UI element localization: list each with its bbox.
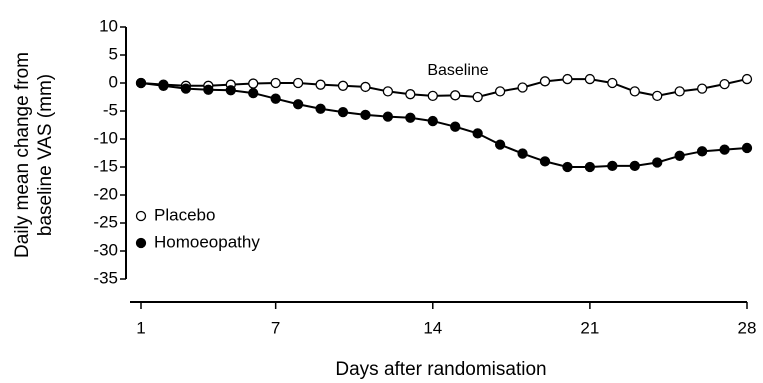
data-point <box>225 85 236 96</box>
data-point <box>292 77 304 89</box>
y-tick-label: -15 <box>93 156 118 175</box>
data-point <box>472 128 483 139</box>
data-point <box>674 150 685 161</box>
data-point <box>292 99 304 110</box>
data-point <box>607 77 618 89</box>
data-point <box>450 90 461 101</box>
data-point <box>203 84 214 95</box>
data-point <box>562 73 573 85</box>
data-point <box>607 160 618 172</box>
y-axis-title: baseline VAS (mm) <box>35 74 56 236</box>
y-tick-label: 5 <box>109 44 118 63</box>
annotation: Baseline <box>427 62 488 79</box>
x-tick-label: 21 <box>580 318 599 337</box>
data-point <box>360 109 371 121</box>
data-point <box>450 121 461 132</box>
data-point <box>382 86 394 97</box>
data-point <box>652 90 663 102</box>
legend-marker <box>135 237 147 249</box>
y-tick-label: -5 <box>103 100 118 119</box>
series-line <box>140 82 748 168</box>
y-tick-label: -35 <box>93 268 118 287</box>
y-tick-label: 0 <box>109 72 118 91</box>
data-point <box>652 157 663 168</box>
legend-label: Placebo <box>154 205 215 224</box>
data-point <box>427 90 438 102</box>
data-point <box>360 81 371 93</box>
data-point <box>584 73 596 85</box>
data-point <box>584 161 596 173</box>
y-tick-label: 10 <box>99 16 118 35</box>
data-point <box>405 112 416 123</box>
data-point <box>517 148 528 159</box>
y-tick-label: -30 <box>93 240 118 259</box>
legend-label: Homoeopathy <box>154 232 260 251</box>
data-point <box>741 73 753 85</box>
data-point <box>315 103 326 114</box>
x-axis-title: Days after randomisation <box>335 359 546 380</box>
data-point <box>517 82 528 93</box>
data-point <box>562 161 573 173</box>
data-point <box>248 87 259 99</box>
x-tick-label: 7 <box>271 318 280 337</box>
data-point <box>494 139 506 150</box>
data-point <box>494 86 506 97</box>
data-point <box>719 78 730 90</box>
data-point <box>405 89 416 100</box>
series-line <box>140 78 748 99</box>
data-point <box>270 77 281 89</box>
data-point <box>539 156 551 167</box>
data-point <box>696 146 708 157</box>
data-point <box>741 142 753 154</box>
data-point <box>315 79 326 90</box>
y-tick-label: -20 <box>93 184 118 203</box>
data-point <box>629 160 640 172</box>
data-point <box>180 83 192 94</box>
y-tick-label: -10 <box>93 128 118 147</box>
data-point <box>337 106 349 118</box>
data-point <box>135 77 147 89</box>
data-point <box>427 115 438 127</box>
data-point <box>472 91 483 103</box>
data-point <box>270 93 281 104</box>
data-point <box>337 80 349 91</box>
x-tick-label: 14 <box>423 318 442 337</box>
x-tick-label: 1 <box>136 318 145 337</box>
data-point <box>158 80 169 91</box>
data-point <box>674 86 685 97</box>
y-tick-label: -25 <box>93 212 118 231</box>
data-point <box>719 144 730 155</box>
data-point <box>539 76 551 87</box>
data-point <box>248 78 259 89</box>
legend-marker <box>135 210 147 222</box>
x-tick-label: 28 <box>738 318 757 337</box>
data-point <box>382 111 394 122</box>
y-axis-title: Daily mean change from <box>12 52 33 258</box>
data-point <box>629 86 640 97</box>
data-point <box>696 83 708 94</box>
